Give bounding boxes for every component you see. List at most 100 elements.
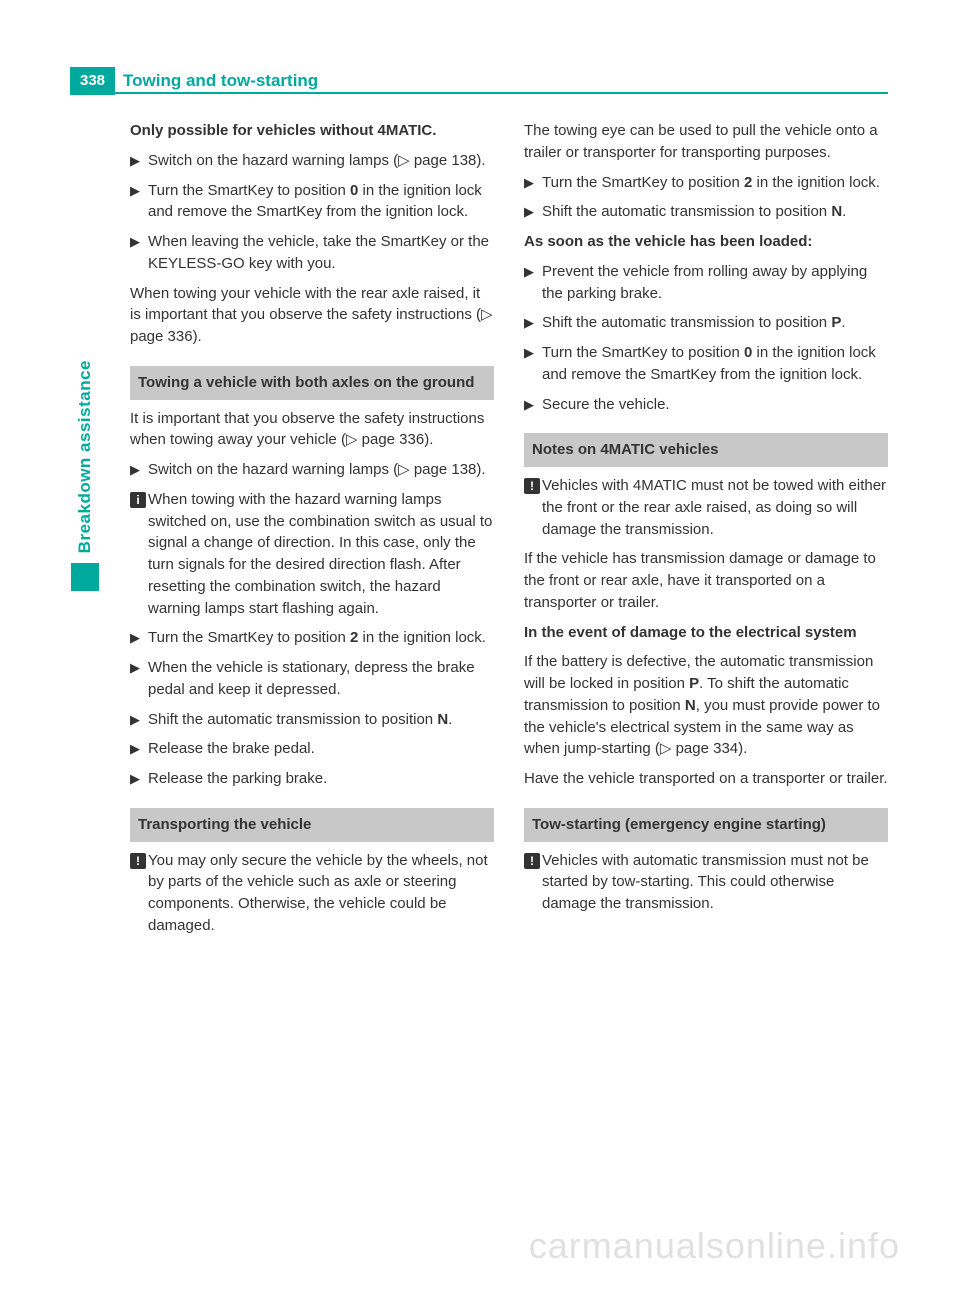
text-part: in the ignition lock. xyxy=(752,174,880,191)
text-part: Turn the SmartKey to position xyxy=(148,182,350,199)
bullet-item: ▶ Shift the automatic transmission to po… xyxy=(524,312,888,334)
info-icon-wrap: i xyxy=(130,489,148,510)
bullet-item: ▶ Release the parking brake. xyxy=(130,768,494,790)
side-tab: Breakdown assistance xyxy=(70,360,100,591)
triangle-icon: ▶ xyxy=(130,150,148,171)
text-part: Turn the SmartKey to position xyxy=(542,174,744,191)
triangle-icon: ▶ xyxy=(130,627,148,648)
text-part: in the ignition lock. xyxy=(358,629,486,646)
watermark: carmanualsonline.info xyxy=(529,1220,900,1272)
bullet-item: ▶ Turn the SmartKey to position 0 in the… xyxy=(130,180,494,224)
bullet-item: ▶ Turn the SmartKey to position 2 in the… xyxy=(130,627,494,649)
warn-icon-wrap: ! xyxy=(130,850,148,871)
text-part: Turn the SmartKey to position xyxy=(148,629,350,646)
warn-icon-wrap: ! xyxy=(524,850,542,871)
paragraph: It is important that you observe the saf… xyxy=(130,408,494,452)
triangle-icon: ▶ xyxy=(524,394,542,415)
bullet-text: When leaving the vehicle, take the Smart… xyxy=(148,231,494,275)
warn-icon: ! xyxy=(524,478,540,494)
bullet-item: ▶ Turn the SmartKey to position 0 in the… xyxy=(524,342,888,386)
position-value: P xyxy=(831,314,841,331)
triangle-icon: ▶ xyxy=(130,768,148,789)
right-column: The towing eye can be used to pull the v… xyxy=(524,120,888,1230)
bullet-text: Prevent the vehicle from rolling away by… xyxy=(542,261,888,305)
triangle-icon: ▶ xyxy=(130,180,148,201)
paragraph: Have the vehicle transported on a transp… xyxy=(524,768,888,790)
info-text: When towing with the hazard warning lamp… xyxy=(148,489,494,620)
text-part: Shift the automatic transmission to posi… xyxy=(148,711,437,728)
paragraph-bold: In the event of damage to the electrical… xyxy=(524,622,888,644)
warn-item: ! You may only secure the vehicle by the… xyxy=(130,850,494,937)
paragraph: If the vehicle has transmission damage o… xyxy=(524,548,888,613)
position-value: N xyxy=(685,697,696,714)
triangle-icon: ▶ xyxy=(130,231,148,252)
text-part: . xyxy=(842,203,846,220)
bullet-text: Switch on the hazard warning lamps (▷ pa… xyxy=(148,150,494,172)
paragraph: The towing eye can be used to pull the v… xyxy=(524,120,888,164)
bullet-item: ▶ When leaving the vehicle, take the Sma… xyxy=(130,231,494,275)
text-part: Shift the automatic transmission to posi… xyxy=(542,203,831,220)
warn-item: ! Vehicles with automatic transmission m… xyxy=(524,850,888,915)
page-number: 338 xyxy=(70,67,115,95)
bullet-text: Shift the automatic transmission to posi… xyxy=(542,312,888,334)
text-part: . xyxy=(841,314,845,331)
section-heading: Towing a vehicle with both axles on the … xyxy=(130,366,494,400)
triangle-icon: ▶ xyxy=(524,261,542,282)
intro-bold: Only possible for vehicles without 4MATI… xyxy=(130,120,494,142)
side-tab-block xyxy=(71,563,99,591)
bullet-text: Turn the SmartKey to position 0 in the i… xyxy=(542,342,888,386)
bullet-item: ▶ Prevent the vehicle from rolling away … xyxy=(524,261,888,305)
bullet-item: ▶ Switch on the hazard warning lamps (▷ … xyxy=(130,150,494,172)
bullet-text: Shift the automatic transmission to posi… xyxy=(542,201,888,223)
text-part: . xyxy=(448,711,452,728)
left-column: Only possible for vehicles without 4MATI… xyxy=(130,120,494,1230)
position-value: P xyxy=(689,675,699,692)
triangle-icon: ▶ xyxy=(130,459,148,480)
bullet-text: When the vehicle is stationary, depress … xyxy=(148,657,494,701)
warn-icon: ! xyxy=(524,853,540,869)
triangle-icon: ▶ xyxy=(524,172,542,193)
paragraph: When towing your vehicle with the rear a… xyxy=(130,283,494,348)
paragraph: If the battery is defective, the automat… xyxy=(524,651,888,760)
bullet-text: Turn the SmartKey to position 0 in the i… xyxy=(148,180,494,224)
warn-icon-wrap: ! xyxy=(524,475,542,496)
position-value: N xyxy=(831,203,842,220)
header-title: Towing and tow-starting xyxy=(115,68,888,94)
bullet-text: Secure the vehicle. xyxy=(542,394,888,416)
triangle-icon: ▶ xyxy=(130,657,148,678)
triangle-icon: ▶ xyxy=(524,312,542,333)
triangle-icon: ▶ xyxy=(130,709,148,730)
bullet-item: ▶ Shift the automatic transmission to po… xyxy=(130,709,494,731)
position-value: N xyxy=(437,711,448,728)
warn-text: Vehicles with automatic transmission mus… xyxy=(542,850,888,915)
warn-icon: ! xyxy=(130,853,146,869)
section-heading: Tow-starting (emergency engine starting) xyxy=(524,808,888,842)
bullet-item: ▶ Secure the vehicle. xyxy=(524,394,888,416)
warn-item: ! Vehicles with 4MATIC must not be towed… xyxy=(524,475,888,540)
triangle-icon: ▶ xyxy=(524,201,542,222)
bullet-item: ▶ Turn the SmartKey to position 2 in the… xyxy=(524,172,888,194)
bullet-text: Switch on the hazard warning lamps (▷ pa… xyxy=(148,459,494,481)
side-tab-label: Breakdown assistance xyxy=(73,360,98,553)
bullet-text: Release the brake pedal. xyxy=(148,738,494,760)
info-icon: i xyxy=(130,492,146,508)
content-columns: Only possible for vehicles without 4MATI… xyxy=(130,120,888,1230)
text-part: Shift the automatic transmission to posi… xyxy=(542,314,831,331)
info-item: i When towing with the hazard warning la… xyxy=(130,489,494,620)
bullet-text: Shift the automatic transmission to posi… xyxy=(148,709,494,731)
bullet-item: ▶ Release the brake pedal. xyxy=(130,738,494,760)
bullet-text: Turn the SmartKey to position 2 in the i… xyxy=(148,627,494,649)
warn-text: You may only secure the vehicle by the w… xyxy=(148,850,494,937)
bullet-text: Release the parking brake. xyxy=(148,768,494,790)
bullet-item: ▶ When the vehicle is stationary, depres… xyxy=(130,657,494,701)
page-header: 338 Towing and tow-starting xyxy=(70,68,888,94)
warn-text: Vehicles with 4MATIC must not be towed w… xyxy=(542,475,888,540)
triangle-icon: ▶ xyxy=(524,342,542,363)
paragraph-bold: As soon as the vehicle has been loaded: xyxy=(524,231,888,253)
section-heading: Transporting the vehicle xyxy=(130,808,494,842)
bullet-text: Turn the SmartKey to position 2 in the i… xyxy=(542,172,888,194)
bullet-item: ▶ Shift the automatic transmission to po… xyxy=(524,201,888,223)
triangle-icon: ▶ xyxy=(130,738,148,759)
text-part: Turn the SmartKey to position xyxy=(542,344,744,361)
section-heading: Notes on 4MATIC vehicles xyxy=(524,433,888,467)
